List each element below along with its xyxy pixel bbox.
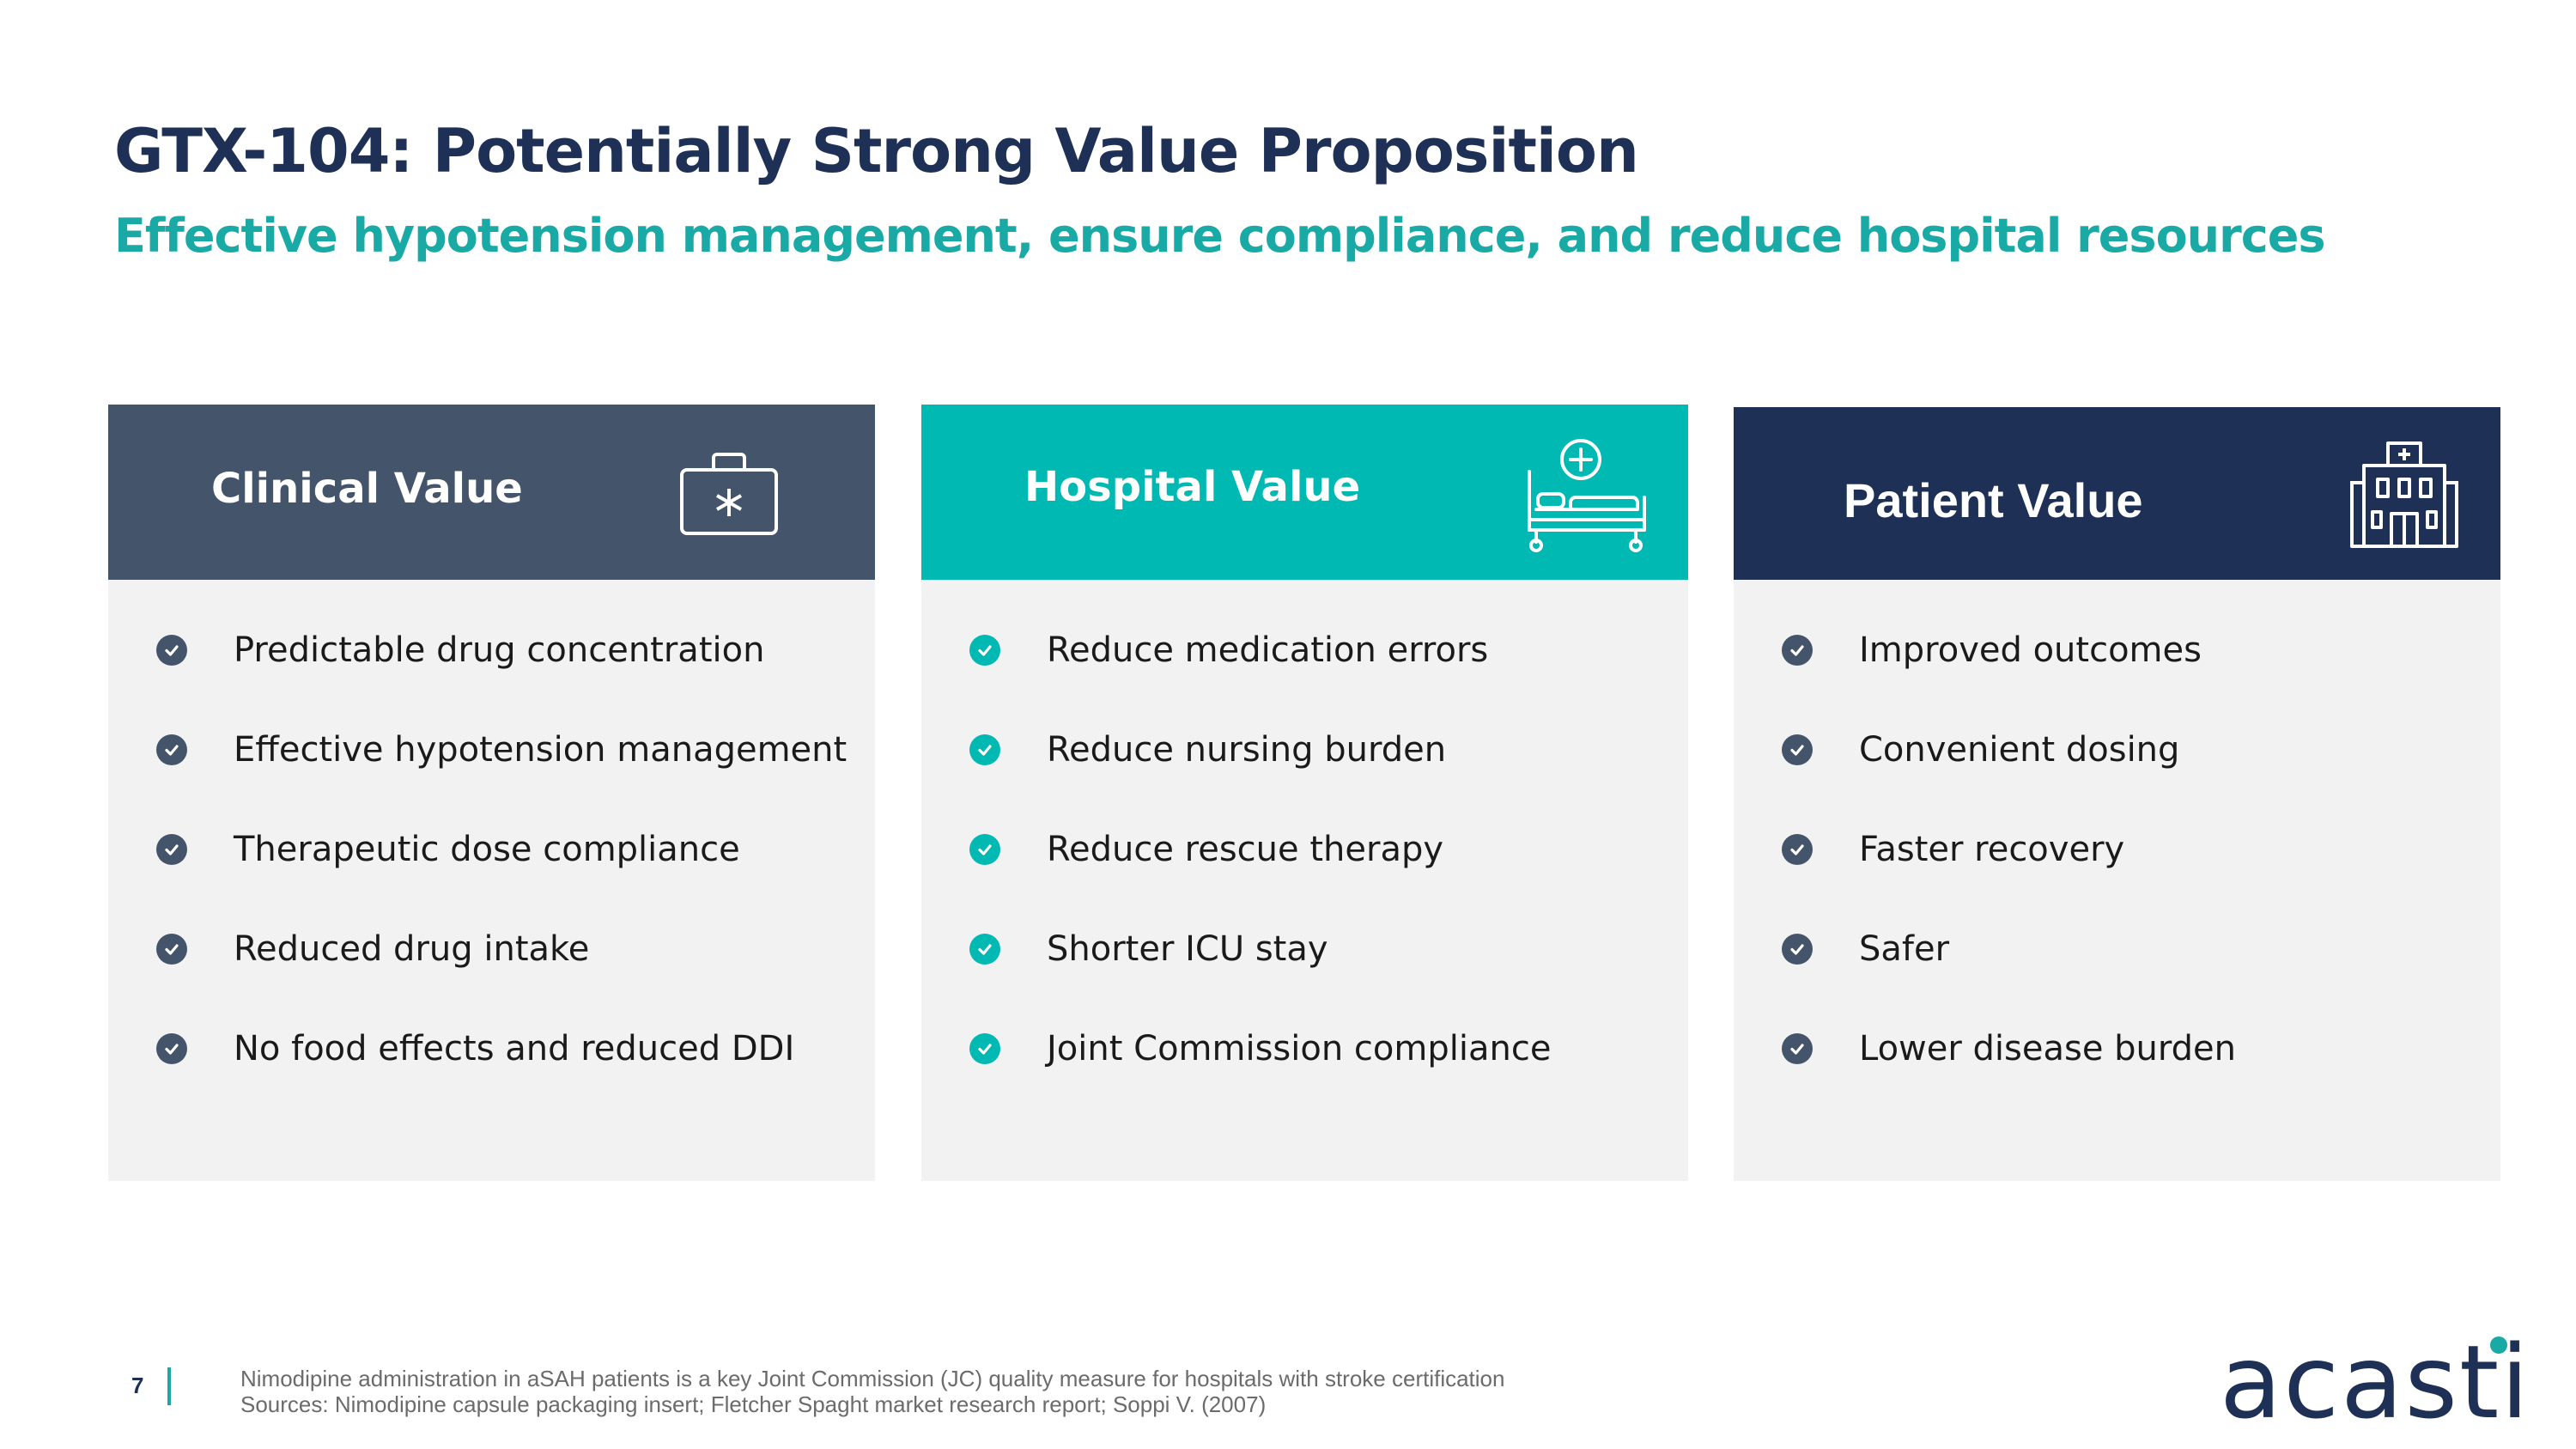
- card-title: Patient Value: [1844, 473, 2143, 527]
- list-item: Reduced drug intake: [156, 923, 589, 975]
- list-item: Joint Commission compliance: [969, 1023, 1551, 1075]
- check-icon: [1782, 834, 1813, 865]
- acasti-logo: acasti: [2220, 1323, 2531, 1441]
- card-body: Improved outcomes Convenient dosing Fast…: [1734, 580, 2500, 1181]
- card-hospital-value: Hospital Value: [921, 405, 1688, 1181]
- list-item: Lower disease burden: [1782, 1023, 2236, 1075]
- check-icon: [969, 734, 1000, 765]
- page-number: 7: [131, 1373, 144, 1398]
- check-icon: [969, 1033, 1000, 1064]
- list-item: Faster recovery: [1782, 824, 2124, 875]
- list-item: Reduce rescue therapy: [969, 824, 1443, 875]
- check-icon: [1782, 734, 1813, 765]
- slide-title: GTX-104: Potentially Strong Value Propos…: [114, 116, 1639, 186]
- item-text: Improved outcomes: [1859, 630, 2202, 670]
- check-icon: [969, 635, 1000, 666]
- list-item: Improved outcomes: [1782, 624, 2202, 676]
- hospital-bed-icon: [1524, 437, 1649, 558]
- card-title: Hospital Value: [1024, 463, 1361, 511]
- list-item: Safer: [1782, 923, 1949, 975]
- check-icon: [1782, 934, 1813, 965]
- check-icon: [156, 734, 187, 765]
- item-text: Reduced drug intake: [234, 929, 590, 969]
- hospital-building-icon: [2348, 440, 2460, 554]
- card-header: Patient Value: [1734, 407, 2500, 580]
- list-item: No food effects and reduced DDI: [156, 1023, 794, 1075]
- check-icon: [156, 834, 187, 865]
- check-icon: [1782, 1033, 1813, 1064]
- card-patient-value: Patient Value: [1734, 407, 2500, 1184]
- card-title: Clinical Value: [211, 465, 523, 513]
- item-text: Joint Commission compliance: [1047, 1029, 1552, 1068]
- card-header: Clinical Value: [108, 405, 875, 580]
- list-item: Therapeutic dose compliance: [156, 824, 740, 875]
- sources-note: Sources: Nimodipine capsule packaging in…: [240, 1391, 1267, 1417]
- check-icon: [969, 934, 1000, 965]
- item-text: Shorter ICU stay: [1047, 929, 1328, 969]
- item-text: Faster recovery: [1859, 830, 2125, 869]
- list-item: Effective hypotension management: [156, 724, 847, 776]
- item-text: Lower disease burden: [1859, 1029, 2237, 1068]
- card-body: Reduce medication errors Reduce nursing …: [921, 580, 1688, 1181]
- slide-subtitle: Effective hypotension management, ensure…: [114, 209, 2326, 263]
- list-item: Reduce nursing burden: [969, 724, 1446, 776]
- page-number-divider: [167, 1367, 171, 1405]
- check-icon: [1782, 635, 1813, 666]
- item-text: Safer: [1859, 929, 1950, 969]
- item-text: Reduce rescue therapy: [1047, 830, 1444, 869]
- list-item: Convenient dosing: [1782, 724, 2179, 776]
- item-text: Therapeutic dose compliance: [234, 830, 740, 869]
- item-text: Reduce nursing burden: [1047, 730, 1447, 770]
- list-item: Reduce medication errors: [969, 624, 1488, 676]
- item-text: Reduce medication errors: [1047, 630, 1489, 670]
- list-item: Predictable drug concentration: [156, 624, 764, 676]
- medical-kit-icon: [679, 451, 779, 541]
- check-icon: [969, 834, 1000, 865]
- check-icon: [156, 934, 187, 965]
- list-item: Shorter ICU stay: [969, 923, 1328, 975]
- footnote: Nimodipine administration in aSAH patien…: [240, 1366, 1505, 1391]
- card-clinical-value: Clinical Value Predictable drug concentr…: [108, 405, 875, 1181]
- item-text: Convenient dosing: [1859, 730, 2180, 770]
- card-header: Hospital Value: [921, 405, 1688, 580]
- card-body: Predictable drug concentration Effective…: [108, 580, 875, 1181]
- check-icon: [156, 1033, 187, 1064]
- check-icon: [156, 635, 187, 666]
- logo-dot: [2490, 1336, 2507, 1354]
- item-text: Effective hypotension management: [234, 730, 848, 770]
- item-text: No food effects and reduced DDI: [234, 1029, 795, 1068]
- item-text: Predictable drug concentration: [234, 630, 765, 670]
